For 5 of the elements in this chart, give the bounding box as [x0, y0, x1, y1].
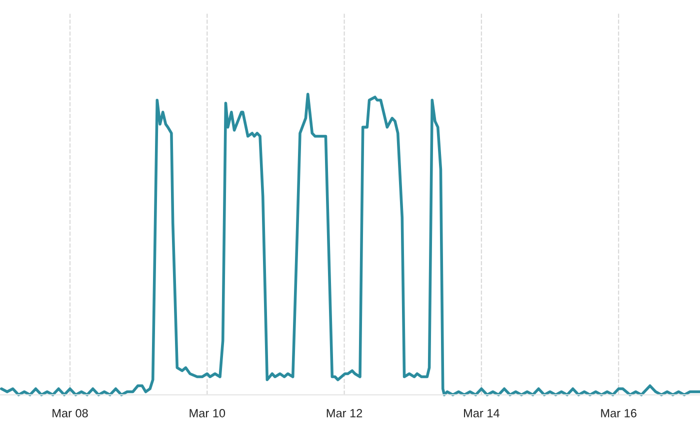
x-tick-label: Mar 12	[326, 408, 362, 418]
x-tick-label: Mar 14	[464, 409, 500, 418]
x-tick-label: Mar 08	[52, 408, 88, 418]
x-tick-label: Mar 16	[601, 408, 636, 418]
x-tick-label: Mar 10	[190, 408, 226, 418]
